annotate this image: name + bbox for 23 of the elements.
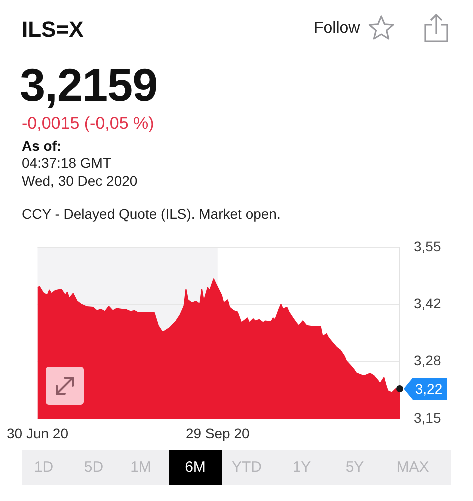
text: YTD xyxy=(232,459,262,476)
text: 1Y xyxy=(292,459,312,476)
y-tick-label: 3,28 xyxy=(414,352,442,369)
text: 5D xyxy=(84,459,104,476)
annotation: 3,22 xyxy=(415,380,443,397)
text: As of: xyxy=(22,138,62,155)
text: 04:37:18 GMT xyxy=(22,155,112,172)
y-tick-label: 3,42 xyxy=(414,295,442,312)
text: Wed, 30 Dec 2020 xyxy=(22,173,138,190)
chart-subtitle: 3,2159 xyxy=(20,59,158,111)
text: -0,0015 (-0,05 %) xyxy=(22,114,154,134)
text: Follow xyxy=(314,19,360,38)
text: MAX xyxy=(396,459,430,476)
text: 5Y xyxy=(346,459,364,476)
text: 1D xyxy=(34,459,54,476)
text: CCY - Delayed Quote (ILS). Market open. xyxy=(22,206,281,223)
x-tick-label: 29 Sep 20 xyxy=(186,425,250,442)
y-tick-label: 3,55 xyxy=(414,238,442,254)
text: 1M xyxy=(130,459,152,476)
x-tick-label: 30 Jun 20 xyxy=(7,425,69,442)
y-tick-label: 3,15 xyxy=(414,410,442,426)
chart-title: ILS=X xyxy=(22,17,84,43)
text: 6M xyxy=(185,459,206,476)
